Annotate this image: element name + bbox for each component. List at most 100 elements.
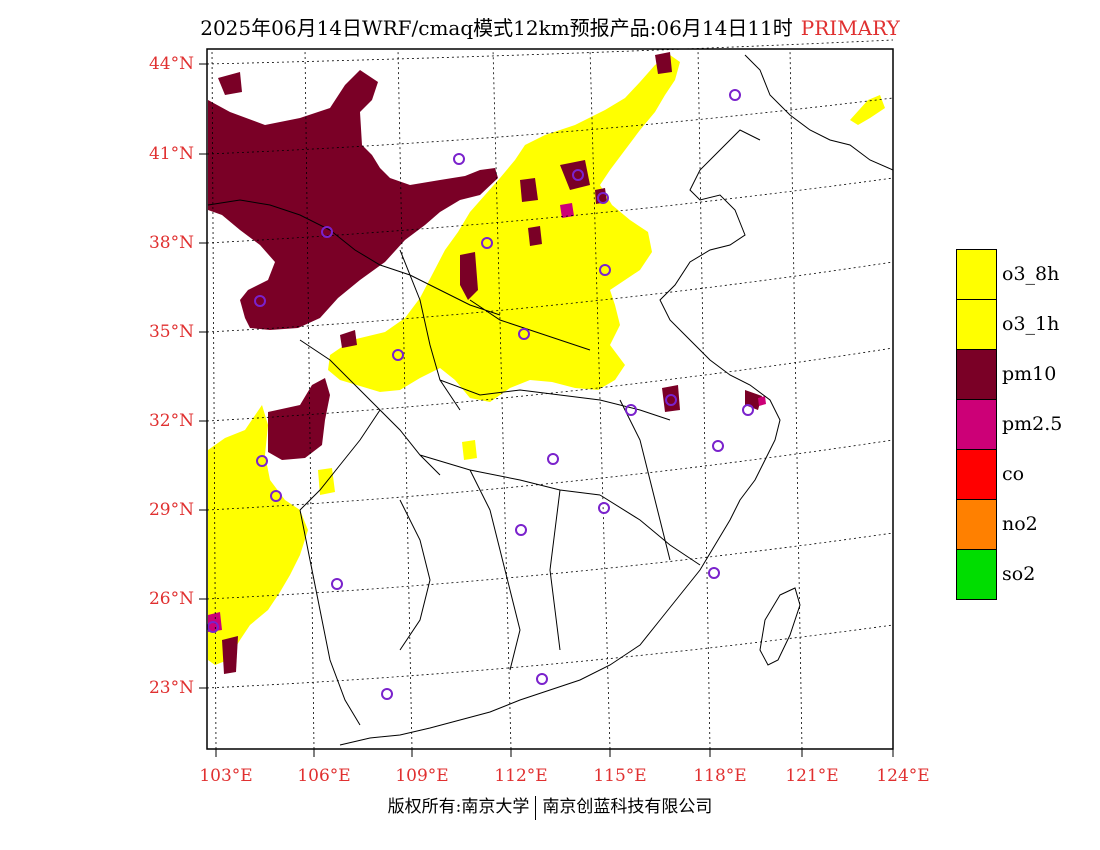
lat-label: 29°N (148, 500, 194, 520)
legend-swatch (956, 549, 997, 600)
legend-swatch (956, 499, 997, 550)
lon-label: 106°E (297, 766, 351, 786)
pm10-patch-shijiazhuang (528, 226, 542, 246)
o3-region-liaodong (850, 95, 885, 125)
station-markers (207, 89, 754, 700)
station-marker (392, 349, 404, 361)
pm10-patch-yunnan (222, 636, 238, 674)
graticule-lon-118 (697, 48, 711, 750)
legend-swatch (956, 299, 997, 350)
primary-tag: PRIMARY (800, 16, 900, 40)
station-marker (321, 226, 333, 238)
station-marker (515, 524, 527, 536)
graticule (206, 39, 894, 750)
graticule-lat-29 (206, 439, 894, 511)
legend-swatch (956, 249, 997, 300)
o3-region-north-china (328, 55, 680, 402)
graticule-lon-121 (789, 48, 803, 750)
copyright-owner: 版权所有:南京大学 (387, 797, 530, 817)
station-marker (481, 237, 493, 249)
legend-swatch (956, 349, 997, 400)
station-marker (742, 404, 754, 416)
lon-label: 118°E (693, 766, 747, 786)
legend-label: o3_1h (1002, 313, 1060, 335)
pm10-patch-ningxia (218, 72, 242, 95)
legend-label: o3_8h (1002, 263, 1060, 285)
boundaries (207, 54, 894, 746)
lat-label: 35°N (148, 322, 194, 342)
copyright-company: 南京创蓝科技有限公司 (542, 797, 713, 817)
station-marker (625, 404, 637, 416)
legend-swatch (956, 399, 997, 450)
station-marker (381, 688, 393, 700)
lat-label: 44°N (148, 54, 194, 74)
graticule-lon-109 (397, 48, 413, 750)
station-marker (597, 192, 609, 204)
station-marker (729, 89, 741, 101)
graticule-lat-23 (206, 624, 894, 689)
station-marker (518, 328, 530, 340)
graticule-lat-35 (206, 261, 894, 333)
lon-label: 103°E (199, 766, 253, 786)
pm10-patch-beijing (560, 160, 590, 190)
pm10-patch-hebei (520, 178, 538, 202)
pm10-region-sichuan (268, 378, 330, 460)
footer-separator (535, 795, 537, 820)
lon-label: 112°E (494, 766, 548, 786)
station-marker (256, 455, 268, 467)
pm10-region-northwest (208, 70, 498, 330)
lat-label: 32°N (148, 411, 194, 431)
station-marker (598, 502, 610, 514)
copyright-footer: 版权所有:南京大学 南京创蓝科技有限公司 (0, 792, 1100, 820)
lat-label: 41°N (148, 144, 194, 164)
lat-label: 38°N (148, 233, 194, 253)
title-text: 2025年06月14日WRF/cmaq模式12km预报产品:06月14日11时 (200, 16, 793, 40)
legend-label: pm10 (1002, 363, 1057, 385)
map-frame (206, 48, 894, 750)
lon-label: 124°E (876, 766, 930, 786)
graticule-lat-41 (206, 97, 894, 155)
station-marker (547, 453, 559, 465)
lat-label: 26°N (148, 589, 194, 609)
station-marker (331, 578, 343, 590)
lon-label: 115°E (593, 766, 647, 786)
pm25-patch-jiangxi (758, 396, 766, 406)
pm10-patch-jiangsu (662, 385, 680, 412)
legend-label: co (1002, 463, 1025, 485)
pm10-patch-gansu (340, 330, 357, 348)
station-marker (453, 153, 465, 165)
lat-label: 23°N (148, 678, 194, 698)
lon-label: 121°E (785, 766, 839, 786)
station-marker (665, 394, 677, 406)
pollution-fields (208, 52, 885, 674)
pm10-patch-shanxi (460, 252, 478, 300)
axis-ticks (199, 63, 894, 757)
station-marker (599, 264, 611, 276)
lon-label: 109°E (395, 766, 449, 786)
station-marker (270, 490, 282, 502)
taiwan-outline (759, 587, 801, 666)
legend-label: no2 (1002, 513, 1038, 535)
station-marker (207, 621, 219, 633)
legend-label: so2 (1002, 563, 1036, 585)
station-marker (708, 567, 720, 579)
station-marker (572, 169, 584, 181)
pm25-patch-inner-mongolia (560, 203, 574, 218)
coastline (339, 54, 894, 746)
o3-region-southwest (208, 405, 308, 665)
pm10-patch-northeast (655, 52, 672, 74)
o3-spot-hubei (462, 440, 477, 460)
legend-swatch (956, 449, 997, 500)
map-title: 2025年06月14日WRF/cmaq模式12km预报产品:06月14日11时 P… (0, 12, 1100, 41)
station-marker (712, 440, 724, 452)
station-marker (536, 673, 548, 685)
graticule-lon-115 (589, 48, 611, 750)
legend-label: pm2.5 (1002, 413, 1063, 435)
graticule-lat-26 (206, 532, 894, 600)
graticule-lat-38 (206, 177, 894, 244)
graticule-lon-112 (492, 48, 512, 750)
province-borders (207, 199, 701, 726)
graticule-lon-106 (304, 48, 315, 750)
station-marker (254, 295, 266, 307)
